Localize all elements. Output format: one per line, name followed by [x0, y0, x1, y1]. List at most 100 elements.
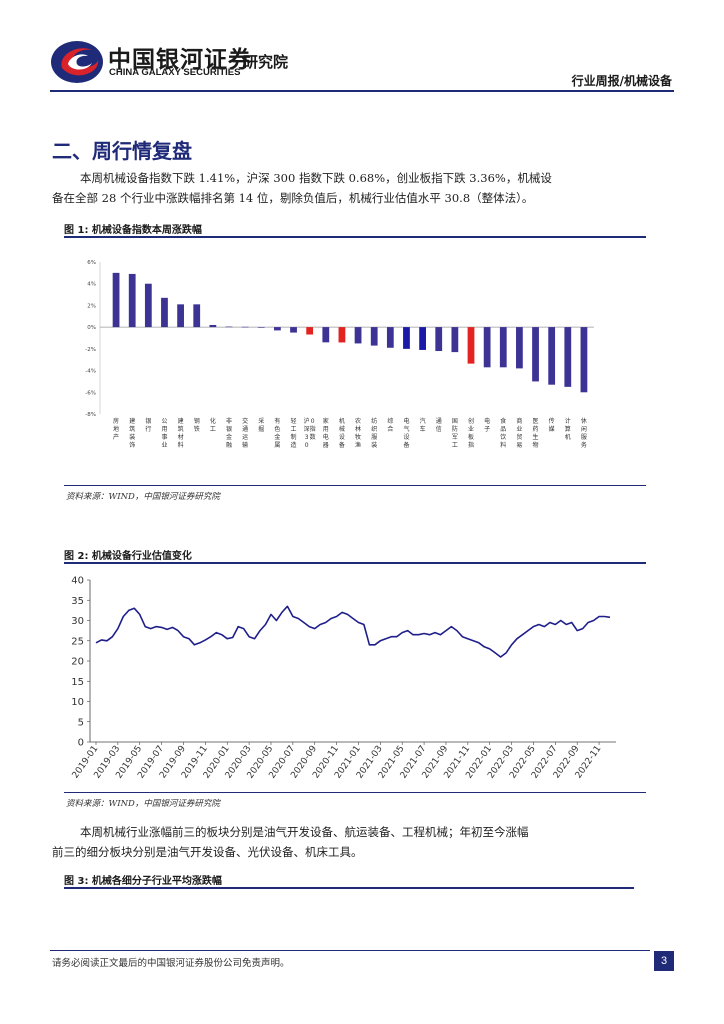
bar-机械设备 — [338, 327, 346, 343]
bar-category-label: 属 — [274, 442, 280, 449]
bar-y-tick: -4% — [85, 369, 96, 375]
bar-category-label: 用 — [161, 426, 167, 433]
bar-y-tick: 2% — [87, 303, 96, 309]
bar-y-tick: -2% — [85, 347, 96, 353]
bar-category-label: 电 — [323, 433, 329, 441]
valuation-series-line — [95, 605, 611, 658]
bar-钢铁 — [193, 304, 201, 328]
bar-category-label: 算 — [565, 425, 571, 433]
bar-category-label: 数 — [310, 433, 316, 441]
bar-category-label: 信 — [436, 425, 442, 433]
bar-category-label: 林 — [355, 425, 361, 433]
bar-category-label: 采 — [258, 417, 264, 425]
bar-沪深300指数 — [306, 327, 314, 335]
bar-category-label: 铁 — [194, 425, 200, 433]
bar-category-label: 业 — [468, 425, 474, 433]
bar-category-label: 银 — [145, 417, 151, 425]
bar-category-label: 房 — [113, 417, 119, 425]
bar-category-label: 医 — [533, 418, 539, 425]
bar-category-label: 牧 — [355, 433, 361, 441]
bar-category-label: 饰 — [129, 441, 135, 449]
bar-电气设备 — [403, 327, 410, 349]
bar-category-label: 筑 — [129, 425, 135, 433]
bar-category-label: 装 — [129, 433, 135, 441]
line-y-tick: 25 — [71, 636, 84, 647]
figure1-top-rule — [64, 236, 646, 238]
bar-category-label: 建 — [178, 417, 184, 425]
bar-category-label: 业 — [161, 441, 167, 449]
bar-category-label: 业 — [516, 425, 522, 433]
bar-category-label: 轻 — [291, 417, 297, 425]
summary-line-2: 备在全部 28 个行业中涨跌幅排名第 14 位，剔除负值后，机械行业估值水平 3… — [52, 191, 534, 205]
line-y-tick: 0 — [78, 738, 84, 749]
bar-休闲服务 — [580, 327, 588, 393]
bar-category-label: 掘 — [258, 425, 264, 433]
bar-category-label: 汽 — [420, 417, 426, 425]
bar-创业板指 — [467, 327, 475, 364]
bar-category-label: 板 — [468, 433, 474, 441]
bar-category-label: 建 — [129, 417, 135, 425]
bar-category-label: 金 — [274, 433, 280, 441]
bar-category-label: 筑 — [178, 425, 184, 433]
bar-category-label: 指 — [468, 441, 474, 449]
bar-category-label: 色 — [274, 425, 280, 433]
bar-y-tick: 6% — [87, 260, 96, 266]
figure2-source: 资料来源：WIND，中国银河证券研究院 — [66, 799, 220, 809]
figure2-title: 图 2: 机械设备行业估值变化 — [64, 551, 192, 562]
bar-category-label: 织 — [371, 425, 377, 433]
bar-category-label: 用 — [323, 426, 329, 433]
bar-y-tick: -8% — [85, 412, 96, 418]
footer-divider — [50, 950, 650, 951]
bar-category-label: 器 — [323, 442, 329, 449]
bar-category-label: 通 — [242, 425, 248, 433]
bar-category-label: 计 — [565, 417, 571, 425]
bar-食品饮料 — [499, 327, 507, 368]
bar-category-label: 机 — [339, 417, 345, 425]
bar-category-label: 料 — [500, 441, 506, 449]
bar-计算机 — [564, 327, 572, 387]
line-y-tick: 20 — [71, 657, 84, 668]
bar-房地产 — [112, 272, 120, 328]
bar-非银金融 — [225, 326, 233, 328]
bar-category-label: 贸 — [516, 433, 522, 441]
bar-category-label: 装 — [371, 441, 377, 449]
bar-category-label: 传 — [549, 417, 555, 425]
bar-汽车 — [419, 327, 426, 350]
bar-category-label: 渔 — [355, 441, 361, 449]
bar-category-label: 交 — [242, 417, 248, 425]
bar-家用电器 — [322, 327, 330, 343]
bar-category-label: 融 — [226, 441, 232, 449]
bar-category-label: 料 — [178, 441, 184, 449]
bar-纺织服装 — [370, 327, 378, 346]
bar-category-label: 化 — [210, 417, 216, 425]
bar-category-label: 公 — [161, 418, 167, 425]
bar-国防军工 — [451, 327, 459, 353]
bar-category-label: 家 — [323, 417, 329, 425]
bar-category-label: 设 — [403, 433, 409, 441]
bar-category-label: 行 — [145, 425, 151, 433]
bar-category-label: 3 — [305, 434, 309, 441]
section-title: 二、周行情复盘 — [52, 139, 192, 163]
bar-电子 — [483, 327, 491, 368]
bar-建筑装饰 — [128, 273, 136, 328]
bar-category-label: 子 — [484, 426, 490, 433]
bar-category-label: 服 — [371, 434, 377, 441]
bar-category-label: 材 — [178, 433, 184, 441]
bar-category-label: 易 — [516, 442, 522, 449]
bar-category-label: 0 — [305, 442, 309, 449]
bar-传媒 — [548, 327, 556, 385]
header-divider — [50, 90, 674, 92]
bar-银行 — [144, 283, 152, 328]
line-y-tick: 40 — [71, 576, 84, 587]
bar-通信 — [435, 327, 443, 352]
line-y-tick: 35 — [71, 596, 84, 607]
bar-化工 — [209, 324, 217, 328]
bar-category-label: 防 — [452, 425, 458, 433]
line-y-tick: 15 — [71, 677, 84, 688]
bar-category-label: 务 — [581, 441, 587, 449]
bar-category-label: 服 — [581, 434, 587, 441]
bar-category-label: 军 — [452, 434, 458, 441]
bar-category-label: 产 — [113, 433, 119, 441]
bar-category-label: 电 — [403, 417, 409, 425]
bar-category-label: 深 — [304, 425, 310, 433]
